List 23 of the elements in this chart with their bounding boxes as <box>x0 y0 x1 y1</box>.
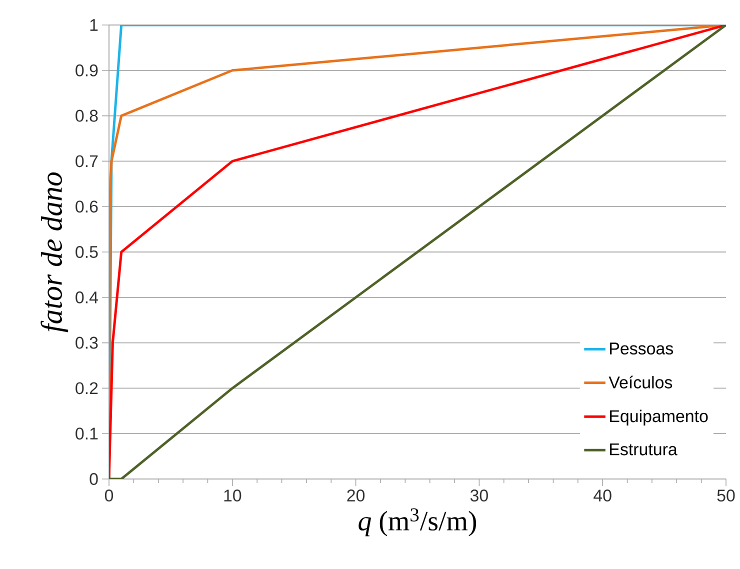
y-tick-label: 1 <box>90 19 98 31</box>
x-tick-label: 50 <box>717 490 735 502</box>
y-tick-label: 0.8 <box>76 110 98 122</box>
legend-label: Estrutura <box>610 444 678 456</box>
y-tick-label: 0.2 <box>76 382 98 394</box>
y-axis-title: fator de dano <box>40 172 68 332</box>
y-tick-label: 0.7 <box>76 155 98 168</box>
y-tick-label: 0.6 <box>76 200 98 213</box>
y-tick-label: 0.4 <box>76 291 98 304</box>
legend-label: Veículos <box>608 376 672 388</box>
y-tick-label: 0.1 <box>76 428 98 440</box>
legend-label: Pessoas <box>610 342 674 355</box>
x-tick-label: 30 <box>470 490 488 502</box>
y-tick-label: 0.9 <box>76 64 98 76</box>
y-tick-label: 0 <box>90 473 98 486</box>
y-tick-label: 0.3 <box>76 336 98 349</box>
legend-label: Equipamento <box>610 410 708 426</box>
x-axis-title: q (m$^{3}$/s/m) <box>358 508 476 536</box>
x-tick-label: 0 <box>104 490 114 502</box>
x-tick-label: 40 <box>594 490 612 502</box>
x-tick-label: 20 <box>347 490 365 502</box>
y-tick-label: 0.5 <box>76 246 98 258</box>
x-tick-label: 10 <box>224 490 242 502</box>
